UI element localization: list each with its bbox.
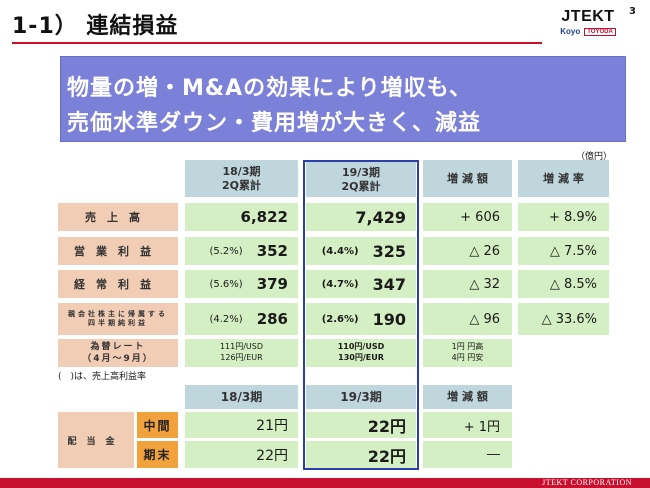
sales-curr-value: 7,429 [355,207,406,227]
header-rate: 増 減 率 [518,160,609,197]
ordinary-income-curr: (4.7%) 347 [306,270,416,298]
fx-curr: 110円/USD 130円/EUR [306,339,416,367]
fx-change-usd: 1円 円高 [451,342,484,352]
footer-bar: JTEKT CORPORATION [0,478,650,488]
dividend-header-curr: 19/3期 [306,385,416,409]
logo-main-text: JTEKT [561,8,615,25]
footer-company-name: JTEKT CORPORATION [542,478,632,487]
fx-label-line-1: 為替レート [90,341,146,352]
page-number: 3 [629,6,636,17]
row-label-operating-income: 営業利益 [58,237,178,265]
row-label-ordinary-income: 経常利益 [58,270,178,298]
operating-income-rate: △ 7.5% [518,237,609,265]
header-curr-line-1: 19/3期 [342,165,380,179]
fx-curr-usd: 110円/USD [337,342,385,352]
fx-curr-eur: 130円/EUR [338,353,384,362]
net-income-prev-value: 286 [256,310,288,328]
logo-toyoda-text: TOYODA [584,27,616,36]
ordinary-income-prev-value: 379 [256,275,288,293]
fx-change-eur: 4円 円安 [451,353,484,362]
dividend-interim-curr: 22円 [306,412,416,438]
net-income-prev: (4.2%) 286 [185,303,298,335]
ordinary-income-rate: △ 8.5% [518,270,609,298]
sales-change: + 606 [423,203,512,231]
net-income-change: △ 96 [423,303,512,335]
header-curr-line-2: 2Q累計 [341,179,381,193]
ordinary-income-prev: (5.6%) 379 [185,270,298,298]
net-income-curr: (2.6%) 190 [306,303,416,335]
dividend-interim-change: + 1円 [423,412,512,438]
operating-income-prev-margin: (5.2%) [209,245,243,257]
company-logo: JTEKT Koyo TOYODA [552,8,624,44]
net-income-curr-margin: (2.6%) [321,313,359,325]
row-label-net-income: 親会社株主に帰属する 四半期純利益 [58,303,178,335]
margin-footnote: ( )は、売上高利益率 [58,372,147,382]
dividend-header-prev: 18/3期 [185,385,298,409]
ordinary-income-curr-value: 347 [372,274,406,294]
operating-income-prev-value: 352 [256,242,288,260]
header-change: 増 減 額 [423,160,512,197]
dividend-label: 配当金 [58,412,134,468]
operating-income-curr-margin: (4.4%) [321,245,359,257]
sales-prev: 6,822 [185,203,298,231]
header-prev-period: 18/3期 2Q累計 [185,160,298,197]
fx-change: 1円 円高 4円 円安 [423,339,512,367]
banner-line-1: 物量の増・M&Aの効果により増収も、 [67,76,473,101]
sales-rate: + 8.9% [518,203,609,231]
header-prev-line-1: 18/3期 [222,164,261,178]
fx-prev-eur: 126円/EUR [220,353,263,362]
title-underline [12,42,542,44]
header-curr-period: 19/3期 2Q累計 [306,162,416,197]
dividend-header-change: 増 減 額 [423,385,512,409]
net-income-prev-margin: (4.2%) [209,313,243,325]
sales-prev-value: 6,822 [240,208,288,226]
fx-label-line-2: （4月～9月） [82,354,154,364]
dividend-year-end-prev: 22円 [185,441,298,468]
header-prev-line-2: 2Q累計 [221,178,261,192]
net-income-rate: △ 33.6% [518,303,609,335]
ordinary-income-prev-margin: (5.6%) [209,278,243,290]
fx-prev-usd: 111円/USD [219,342,264,352]
unit-note: （億円） [576,152,613,162]
banner-line-2: 売価水準ダウン・費用増が大きく、減益 [67,111,482,136]
net-income-curr-value: 190 [372,309,406,329]
operating-income-change: △ 26 [423,237,512,265]
ordinary-income-change: △ 32 [423,270,512,298]
fx-prev: 111円/USD 126円/EUR [185,339,298,367]
operating-income-prev: (5.2%) 352 [185,237,298,265]
dividend-year-end-curr: 22円 [306,441,416,468]
row-label-sales: 売上高 [58,203,178,231]
sales-curr: 7,429 [306,203,416,231]
operating-income-curr: (4.4%) 325 [306,237,416,265]
dividend-year-end-change: ― [423,441,512,468]
dividend-interim-label: 中間 [137,412,178,438]
dividend-interim-prev: 21円 [185,412,298,438]
operating-income-curr-value: 325 [372,241,406,261]
row-label-fx-rate: 為替レート （4月～9月） [58,339,178,367]
dividend-year-end-label: 期末 [137,441,178,468]
current-period-highlight [303,160,419,470]
summary-banner: 物量の増・M&Aの効果により増収も、 売価水準ダウン・費用増が大きく、減益 [60,56,626,142]
ordinary-income-curr-margin: (4.7%) [321,278,359,290]
page-title: 1-1） 連結損益 [12,14,179,39]
net-income-label-line-1: 親会社株主に帰属する [68,309,168,318]
logo-koyo-text: Koyo [560,27,581,36]
net-income-label-line-2: 四半期純利益 [88,319,148,327]
